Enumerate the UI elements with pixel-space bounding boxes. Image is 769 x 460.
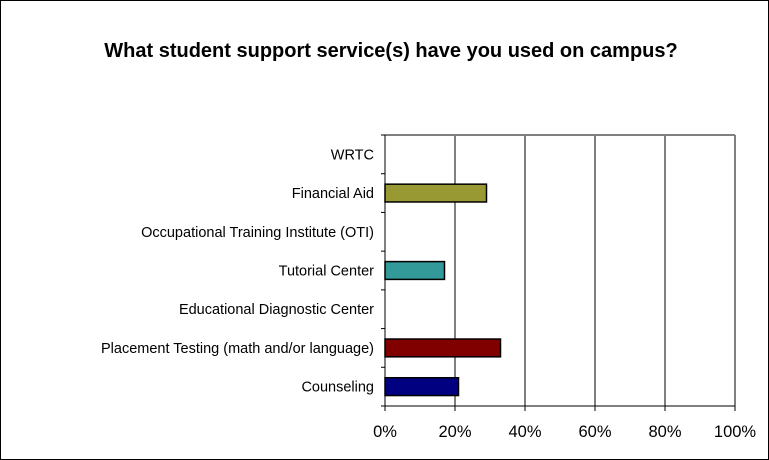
x-tick-label: 100%: [714, 423, 757, 441]
category-label: Educational Diagnostic Center: [179, 302, 374, 318]
x-tick-label: 20%: [438, 423, 471, 441]
bar: [384, 260, 446, 281]
x-tick-label: 60%: [578, 423, 611, 441]
x-tick-label: 80%: [648, 423, 681, 441]
category-label: Counseling: [301, 380, 374, 396]
category-label: Placement Testing (math and/or language): [101, 341, 374, 357]
chart-title: What student support service(s) have you…: [104, 40, 678, 62]
x-tick-label: 40%: [508, 423, 541, 441]
bar: [384, 338, 502, 358]
category-label: WRTC: [331, 147, 374, 163]
bar: [384, 183, 488, 203]
category-label: Tutorial Center: [279, 264, 375, 280]
category-label: Occupational Training Institute (OTI): [141, 225, 374, 241]
bar: [384, 376, 460, 397]
category-label: Financial Aid: [292, 186, 374, 202]
x-tick-label: 0%: [373, 423, 397, 441]
plot-area: 0% 20% 40% 60% 80% 100% Counseling Placement Te…: [101, 134, 757, 441]
